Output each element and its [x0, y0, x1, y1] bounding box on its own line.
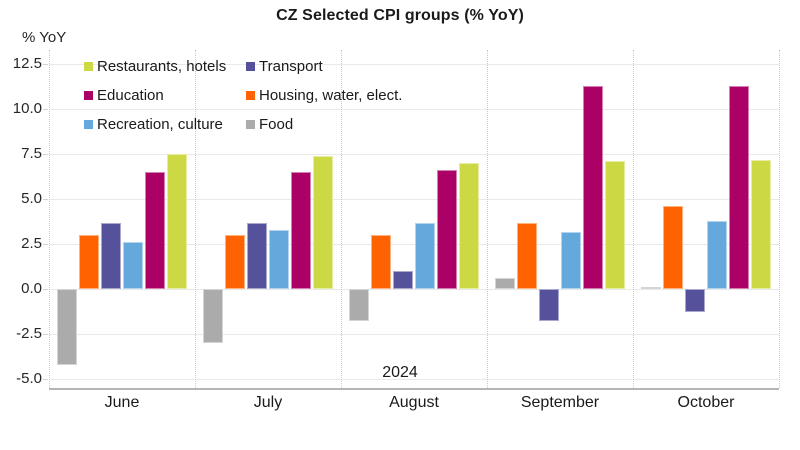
bar-food-july: [203, 289, 223, 344]
bar-housing-water-elect-october: [663, 206, 683, 290]
legend-label-restaurants-hotels: Restaurants, hotels: [97, 58, 227, 75]
gridline-y--2.5: [49, 334, 779, 336]
y-tick-mark: [43, 64, 48, 66]
bar-education-july: [291, 172, 311, 290]
legend-swatch-food: [246, 120, 255, 129]
bar-transport-july: [247, 222, 267, 290]
legend-label-food: Food: [259, 116, 294, 133]
legend-item-transport: Transport: [246, 56, 402, 77]
legend-item-education: Education: [84, 85, 246, 106]
gridline-y-0: [49, 289, 779, 291]
bar-recreation-culture-july: [269, 229, 289, 290]
legend-item-housing-water-elect: Housing, water, elect.: [246, 85, 402, 106]
x-axis-year-label: 2024: [382, 364, 418, 381]
y-tick-label: -5.0: [16, 370, 42, 387]
bar-transport-october: [685, 289, 705, 313]
legend-label-education: Education: [97, 87, 164, 104]
y-tick-mark: [43, 109, 48, 111]
chart-title: CZ Selected CPI groups (% YoY): [276, 7, 524, 24]
bar-restaurants-hotels-july: [313, 156, 333, 290]
legend-swatch-education: [84, 91, 93, 100]
gridline-y-12.5: [49, 64, 779, 66]
bar-recreation-culture-june: [123, 242, 143, 290]
x-category-label-july: July: [253, 394, 283, 411]
y-tick-mark: [43, 289, 48, 291]
category-separator: [487, 50, 488, 388]
category-separator: [49, 50, 50, 388]
bar-recreation-culture-october: [707, 220, 727, 290]
chart-legend: Restaurants, hotels Transport Education Hou…: [84, 56, 402, 135]
bar-food-june: [57, 289, 77, 365]
bar-transport-september: [539, 289, 559, 322]
legend-swatch-restaurants-hotels: [84, 62, 93, 71]
bar-education-september: [583, 85, 603, 290]
y-tick-label: 2.5: [21, 235, 42, 253]
gridline-y-2.5: [49, 244, 779, 246]
bar-recreation-culture-august: [415, 222, 435, 290]
y-tick-label: 0.0: [21, 280, 42, 298]
bar-restaurants-hotels-june: [167, 154, 187, 290]
bar-transport-june: [101, 222, 121, 290]
bar-restaurants-hotels-september: [605, 161, 625, 290]
bar-housing-water-elect-september: [517, 222, 537, 290]
gridline-y-7.5: [49, 154, 779, 156]
x-category-label-october: October: [677, 394, 735, 411]
bar-housing-water-elect-july: [225, 235, 245, 290]
plot-area: 12.5 10.0 7.5 5.0 2.5 0.0 -2.5 -5.0 June July Augu…: [13, 50, 780, 411]
bar-recreation-culture-september: [561, 231, 581, 290]
bar-food-october: [641, 287, 661, 290]
x-category-label-august: August: [389, 394, 439, 411]
bar-food-september: [495, 278, 515, 290]
bar-food-august: [349, 289, 369, 322]
gridline-y-5: [49, 199, 779, 201]
gridline-y--5: [49, 379, 779, 380]
bar-transport-august: [393, 271, 413, 290]
y-tick-mark: [43, 199, 48, 201]
legend-item-restaurants-hotels: Restaurants, hotels: [84, 56, 246, 77]
legend-label-recreation-culture: Recreation, culture: [97, 116, 223, 133]
y-tick-label: 7.5: [21, 145, 42, 163]
category-separator: [195, 50, 196, 388]
bar-education-june: [145, 172, 165, 290]
bar-housing-water-elect-august: [371, 235, 391, 290]
category-separator: [633, 50, 634, 388]
legend-item-food: Food: [246, 114, 402, 135]
bar-education-august: [437, 170, 457, 290]
bar-restaurants-hotels-october: [751, 159, 771, 290]
x-axis-line: [49, 388, 779, 390]
bar-restaurants-hotels-august: [459, 163, 479, 290]
legend-label-housing-water-elect: Housing, water, elect.: [259, 87, 403, 104]
bar-education-october: [729, 85, 749, 290]
category-separator: [779, 50, 780, 388]
x-category-label-june: June: [104, 394, 140, 411]
legend-label-transport: Transport: [259, 58, 323, 75]
y-tick-mark: [43, 379, 48, 380]
bar-housing-water-elect-june: [79, 235, 99, 290]
y-tick-label: -2.5: [16, 325, 42, 343]
legend-item-recreation-culture: Recreation, culture: [84, 114, 246, 135]
gridline-y-10: [49, 109, 779, 111]
y-tick-mark: [43, 154, 48, 156]
y-tick-label: 5.0: [21, 190, 42, 208]
legend-swatch-transport: [246, 62, 255, 71]
category-separator: [341, 50, 342, 388]
legend-swatch-housing-water-elect: [246, 91, 255, 100]
y-tick-mark: [43, 244, 48, 246]
y-tick-label: 12.5: [12, 55, 42, 73]
y-axis-unit-label: % YoY: [22, 29, 67, 46]
y-tick-label: 10.0: [12, 100, 42, 118]
x-category-label-september: September: [520, 394, 600, 411]
y-tick-mark: [43, 334, 48, 336]
legend-swatch-recreation-culture: [84, 120, 93, 129]
